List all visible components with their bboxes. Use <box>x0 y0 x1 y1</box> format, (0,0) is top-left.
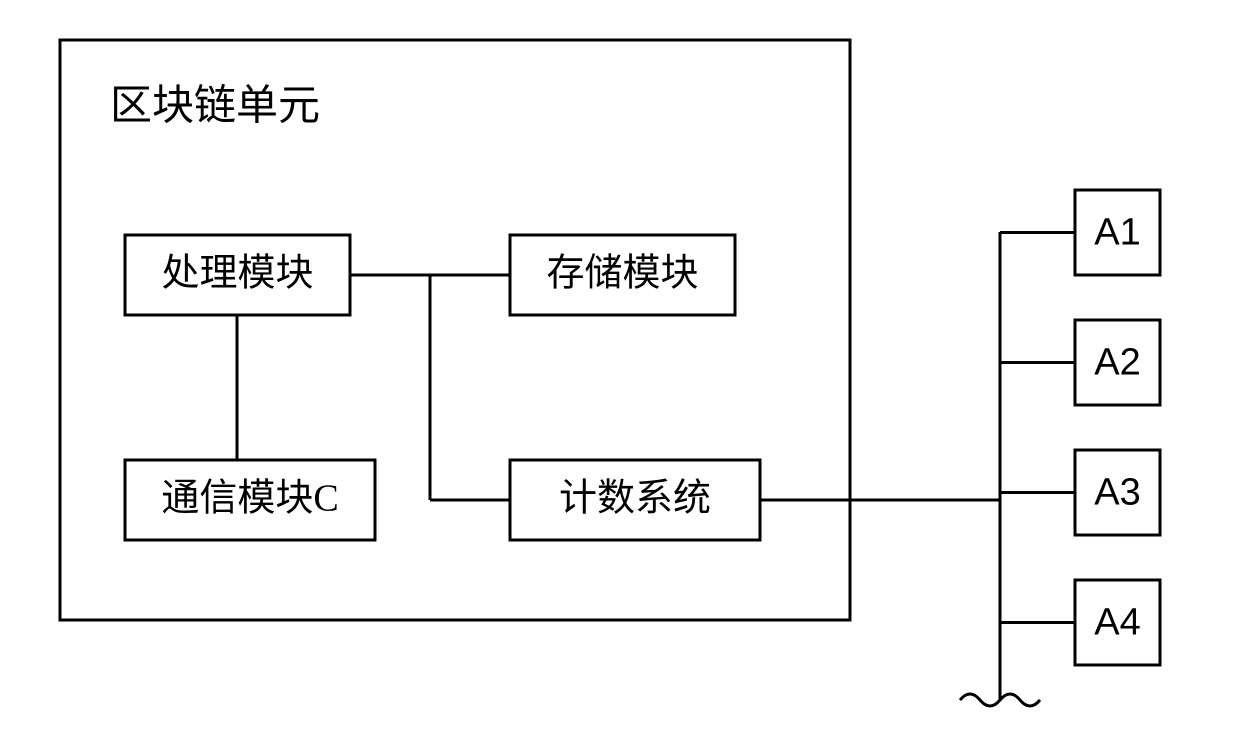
side-box-1-label: A1 <box>1094 212 1140 254</box>
side-box-2-label: A2 <box>1094 342 1140 384</box>
counting-system-label: 计数系统 <box>559 478 711 520</box>
storage-module-label: 存储模块 <box>546 253 698 295</box>
side-box-3-label: A3 <box>1094 472 1140 514</box>
communication-module-label: 通信模块C <box>161 478 338 520</box>
side-box-4-label: A4 <box>1094 602 1140 644</box>
container-title: 区块链单元 <box>110 84 320 130</box>
processing-module-label: 处理模块 <box>161 253 313 295</box>
